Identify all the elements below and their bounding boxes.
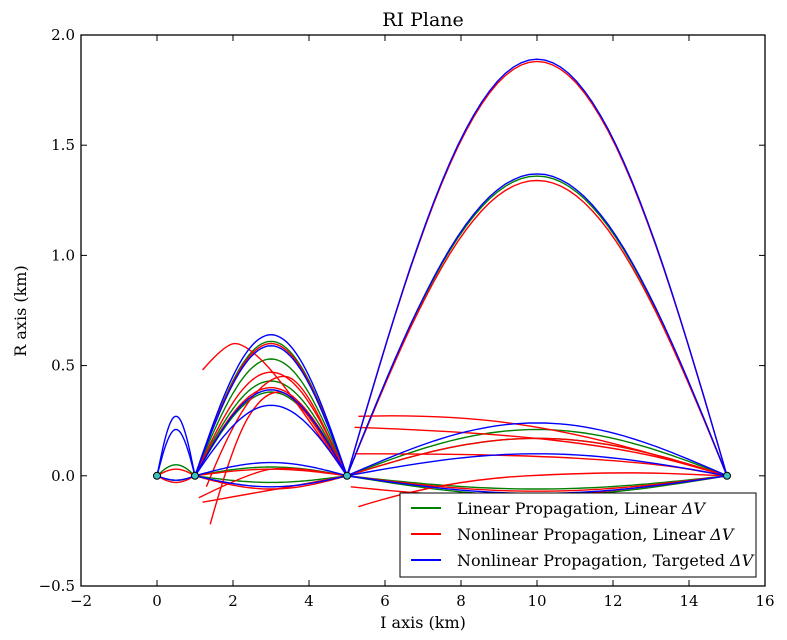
series-1-branch-3	[198, 467, 348, 499]
y-tick-label: 2.0	[51, 26, 75, 44]
series-1-arc-0	[156, 468, 196, 477]
series-1-arc-10	[346, 475, 728, 492]
series-2-arc-5	[194, 389, 348, 477]
series-0-arc-7	[194, 475, 348, 484]
series-2-arc-0	[156, 415, 196, 476]
x-tick-label: −2	[70, 592, 92, 610]
x-tick-label: 6	[380, 592, 390, 610]
series-2-arc-9	[346, 58, 728, 476]
y-tick-label: 0.5	[51, 357, 75, 375]
plot-frame	[80, 34, 766, 587]
legend: Linear Propagation, Linear ΔV Nonlinear P…	[399, 492, 757, 578]
series-2-arc-7	[194, 461, 348, 477]
chart-title: RI Plane	[382, 9, 464, 31]
series-0-arc-11	[346, 475, 728, 490]
series-2-arc-3	[194, 333, 348, 477]
series-1-arc-3	[194, 371, 348, 477]
series-1-arc-6	[194, 475, 348, 490]
waypoint-marker-1	[191, 471, 199, 480]
x-tick-label: 2	[228, 592, 238, 610]
legend-label-0: Linear Propagation, Linear ΔV	[457, 499, 706, 518]
series-2-arc-10	[346, 173, 728, 477]
series-2-arc-4	[194, 345, 348, 477]
series-1-branch-6	[354, 426, 728, 477]
x-tick-label: 14	[679, 592, 698, 610]
x-tick-label: 0	[152, 592, 162, 610]
series-0-arc-4	[194, 380, 348, 477]
series-2-arc-12	[346, 453, 728, 477]
series-1-arc-1	[156, 475, 196, 484]
series-2-arc-6	[194, 404, 348, 477]
waypoint-marker-0	[153, 471, 161, 480]
series-1-branch-0	[202, 342, 348, 477]
waypoints-layer	[153, 471, 731, 480]
series-1-branch-5	[358, 415, 728, 477]
legend-label-2: Nonlinear Propagation, Targeted ΔV	[457, 551, 755, 570]
series-1-branch-1	[205, 375, 348, 488]
y-axis-ticks: −0.5 0.0 0.5 1.0 1.5 2.0	[39, 26, 765, 595]
legend-frame	[399, 492, 757, 578]
x-tick-label: 8	[456, 592, 466, 610]
y-tick-label: −0.5	[39, 577, 75, 595]
legend-label-1: Nonlinear Propagation, Linear ΔV	[457, 525, 735, 544]
y-tick-label: 1.0	[51, 246, 75, 264]
waypoint-marker-3	[723, 471, 731, 480]
waypoint-marker-2	[343, 471, 351, 480]
x-tick-label: 4	[304, 592, 314, 610]
series-1-arc-8	[346, 179, 728, 477]
x-axis-label: I axis (km)	[380, 613, 466, 632]
x-axis-ticks: −2 0 2 4 6 8 10 12 14 16	[70, 35, 775, 610]
series-2-arc-1	[156, 428, 196, 476]
y-tick-label: 1.5	[51, 136, 75, 154]
series-0-arc-0	[156, 464, 196, 477]
y-tick-label: 0.0	[51, 467, 75, 485]
series-1-branch-2	[209, 391, 348, 525]
x-tick-label: 16	[755, 592, 774, 610]
series-0-arc-9	[346, 428, 728, 477]
x-tick-label: 10	[527, 592, 546, 610]
y-axis-label: R axis (km)	[11, 265, 30, 356]
series-2-arc-11	[346, 422, 728, 477]
series-1-branch-7	[354, 453, 728, 477]
x-tick-label: 12	[603, 592, 622, 610]
series-2-arc-2	[156, 475, 196, 481]
series-0-arc-3	[194, 358, 348, 477]
series-2-arc-8	[194, 475, 348, 488]
